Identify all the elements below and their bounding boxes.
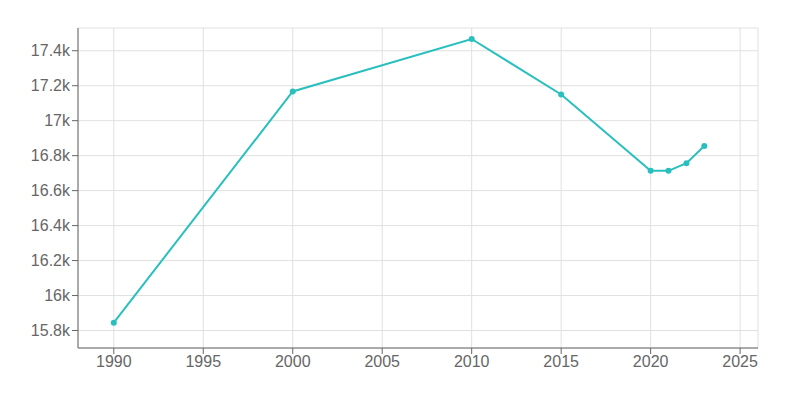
svg-text:2000: 2000 [275,353,311,370]
svg-text:17.2k: 17.2k [31,77,71,94]
svg-text:1995: 1995 [185,353,221,370]
svg-text:1990: 1990 [96,353,132,370]
svg-text:16.6k: 16.6k [31,182,71,199]
svg-text:2015: 2015 [543,353,579,370]
svg-text:16.2k: 16.2k [31,252,71,269]
svg-text:15.8k: 15.8k [31,322,71,339]
svg-text:16.8k: 16.8k [31,147,71,164]
svg-text:2005: 2005 [364,353,400,370]
svg-text:17.4k: 17.4k [31,42,71,59]
svg-text:16.4k: 16.4k [31,217,71,234]
svg-text:17k: 17k [44,112,71,129]
svg-text:2025: 2025 [722,353,758,370]
svg-text:2020: 2020 [633,353,669,370]
svg-text:16k: 16k [44,287,71,304]
svg-text:2010: 2010 [454,353,490,370]
